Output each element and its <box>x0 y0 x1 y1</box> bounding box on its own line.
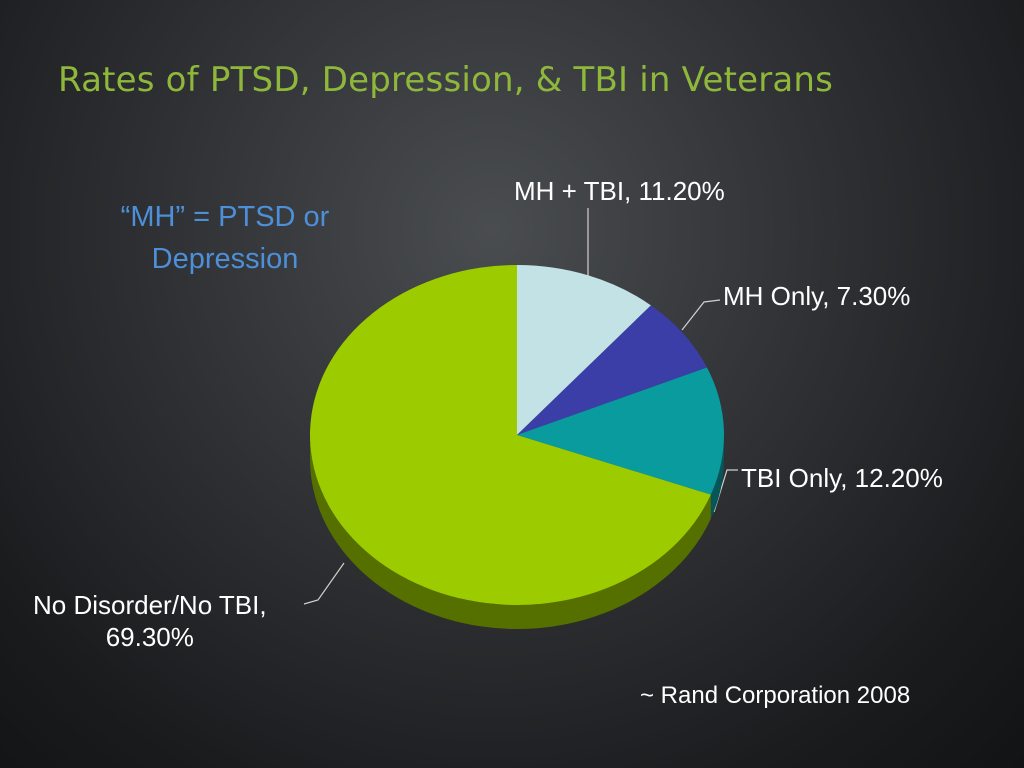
source-citation: ~ Rand Corporation 2008 <box>640 682 911 709</box>
slide-title: Rates of PTSD, Depression, & TBI in Vete… <box>58 60 834 100</box>
pie-slice-no-disorder <box>309 265 711 606</box>
pie-depth <box>310 435 724 629</box>
leader-no-disorder <box>303 562 345 605</box>
label-no-disorder: No Disorder/No TBI, 69.30% <box>33 589 267 653</box>
label-no-disorder-line2: 69.30% <box>105 622 194 652</box>
leader-mh-only <box>681 299 721 331</box>
pie-slice-mh-tbi <box>517 265 651 435</box>
label-mh-tbi: MH + TBI, 11.20% <box>514 176 725 206</box>
pie-slice-tbi-only <box>517 367 725 495</box>
pie-top <box>309 265 725 606</box>
pie-slice-mh-only <box>517 305 707 435</box>
label-no-disorder-line1: No Disorder/No TBI, <box>33 590 267 620</box>
label-tbi-only: TBI Only, 12.20% <box>741 463 943 493</box>
label-mh-only: MH Only, 7.30% <box>723 281 911 311</box>
mh-definition-note: “MH” = PTSD or Depression <box>120 201 330 275</box>
pie-side-tbi-only <box>710 435 724 519</box>
